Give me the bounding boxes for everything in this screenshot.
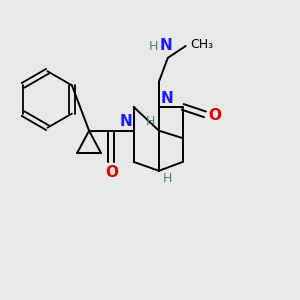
Text: H: H — [149, 40, 158, 53]
Text: N: N — [160, 91, 173, 106]
Text: O: O — [208, 108, 222, 123]
Text: CH₃: CH₃ — [190, 38, 213, 51]
Text: H: H — [146, 115, 155, 128]
Text: H: H — [163, 172, 172, 185]
Text: O: O — [105, 166, 118, 181]
Text: N: N — [119, 114, 132, 129]
Text: N: N — [160, 38, 173, 53]
